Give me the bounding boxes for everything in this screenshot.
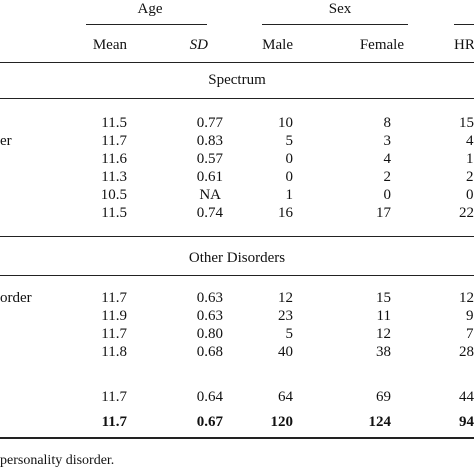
cell-female: 11 [376,308,391,324]
cell-mean: 11.7 [101,326,127,342]
cell-female: 2 [383,169,392,185]
col-header-mean: Mean [92,37,127,53]
cell-male: 64 [278,389,293,405]
section-rule-spectrum [0,98,474,99]
cell-mean: 11.7 [101,414,127,430]
cell-mean: 11.5 [101,115,127,131]
section-rule-other [0,275,474,276]
cell-female: 0 [383,187,392,203]
cell-hr: 1 [466,151,474,167]
col-header-female: Female [359,37,404,53]
cell-female: 3 [383,133,392,149]
cell-mean: 11.9 [101,308,127,324]
cell-hr: 7 [466,326,474,342]
cell-mean: 11.5 [101,205,127,221]
cell-hr: 4 [466,133,474,149]
cell-hr: 94 [459,414,474,430]
cell-sd: 0.67 [196,414,223,430]
cell-sd: 0.68 [196,344,223,360]
cell-sd: 0.77 [196,115,223,131]
cell-male: 16 [278,205,293,221]
cell-mean: 11.3 [101,169,127,185]
cell-female: 15 [376,290,391,306]
cell-mean: 10.5 [100,187,127,203]
cell-female: 4 [383,151,392,167]
cell-female: 17 [376,205,391,221]
sex-group-header: Sex [328,1,352,17]
cell-female: 124 [368,414,392,430]
cell-hr: 12 [459,290,474,306]
cell-hr: 22 [459,205,474,221]
cell-male: 5 [285,133,294,149]
row-label-fragment: order [0,290,32,306]
cell-male: 5 [285,326,294,342]
cell-male: 1 [285,187,294,203]
table-bottom-rule [0,437,474,439]
cell-male: 0 [285,151,294,167]
cell-female: 69 [376,389,391,405]
col-header-hr: HR [454,37,474,53]
cell-hr: 28 [459,344,474,360]
cell-hr: 0 [466,187,474,203]
cell-hr: 44 [459,389,474,405]
cell-male: 120 [270,414,294,430]
cell-sd: 0.64 [196,389,223,405]
section-title-other: Other Disorders [188,250,286,266]
cell-male: 10 [278,115,293,131]
table-footnote: personality disorder. [0,453,115,468]
section-title-spectrum: Spectrum [208,72,266,88]
cell-female: 12 [376,326,391,342]
cell-male: 40 [278,344,293,360]
col-header-male: Male [262,37,293,53]
cell-female: 38 [376,344,391,360]
cell-mean: 11.7 [101,290,127,306]
cell-sd: 0.63 [196,308,223,324]
cell-mean: 11.8 [101,344,127,360]
cell-sd: 0.74 [196,205,223,221]
cell-male: 0 [285,169,294,185]
row-label-fragment: er [0,133,12,149]
cell-sd: 0.61 [196,169,223,185]
sex-group-underline [262,24,408,25]
cell-sd: 0.57 [196,151,223,167]
cell-mean: 11.6 [101,151,127,167]
cell-female: 8 [383,115,392,131]
col-header-sd: SD [189,37,208,53]
cell-hr: 9 [466,308,474,324]
cell-sd: 0.63 [196,290,223,306]
cell-sd: 0.83 [196,133,223,149]
cell-sd: 0.80 [196,326,223,342]
cell-mean: 11.7 [101,133,127,149]
age-group-header: Age [137,1,163,17]
header-rule [0,62,474,63]
cell-hr: 15 [459,115,474,131]
section-rule-other-top [0,236,474,237]
cell-hr: 2 [466,169,474,185]
cell-male: 12 [278,290,293,306]
cell-sd: NA [199,187,221,203]
cell-mean: 11.7 [101,389,127,405]
age-group-underline [86,24,207,25]
cell-male: 23 [278,308,293,324]
hr-group-underline [454,24,474,25]
